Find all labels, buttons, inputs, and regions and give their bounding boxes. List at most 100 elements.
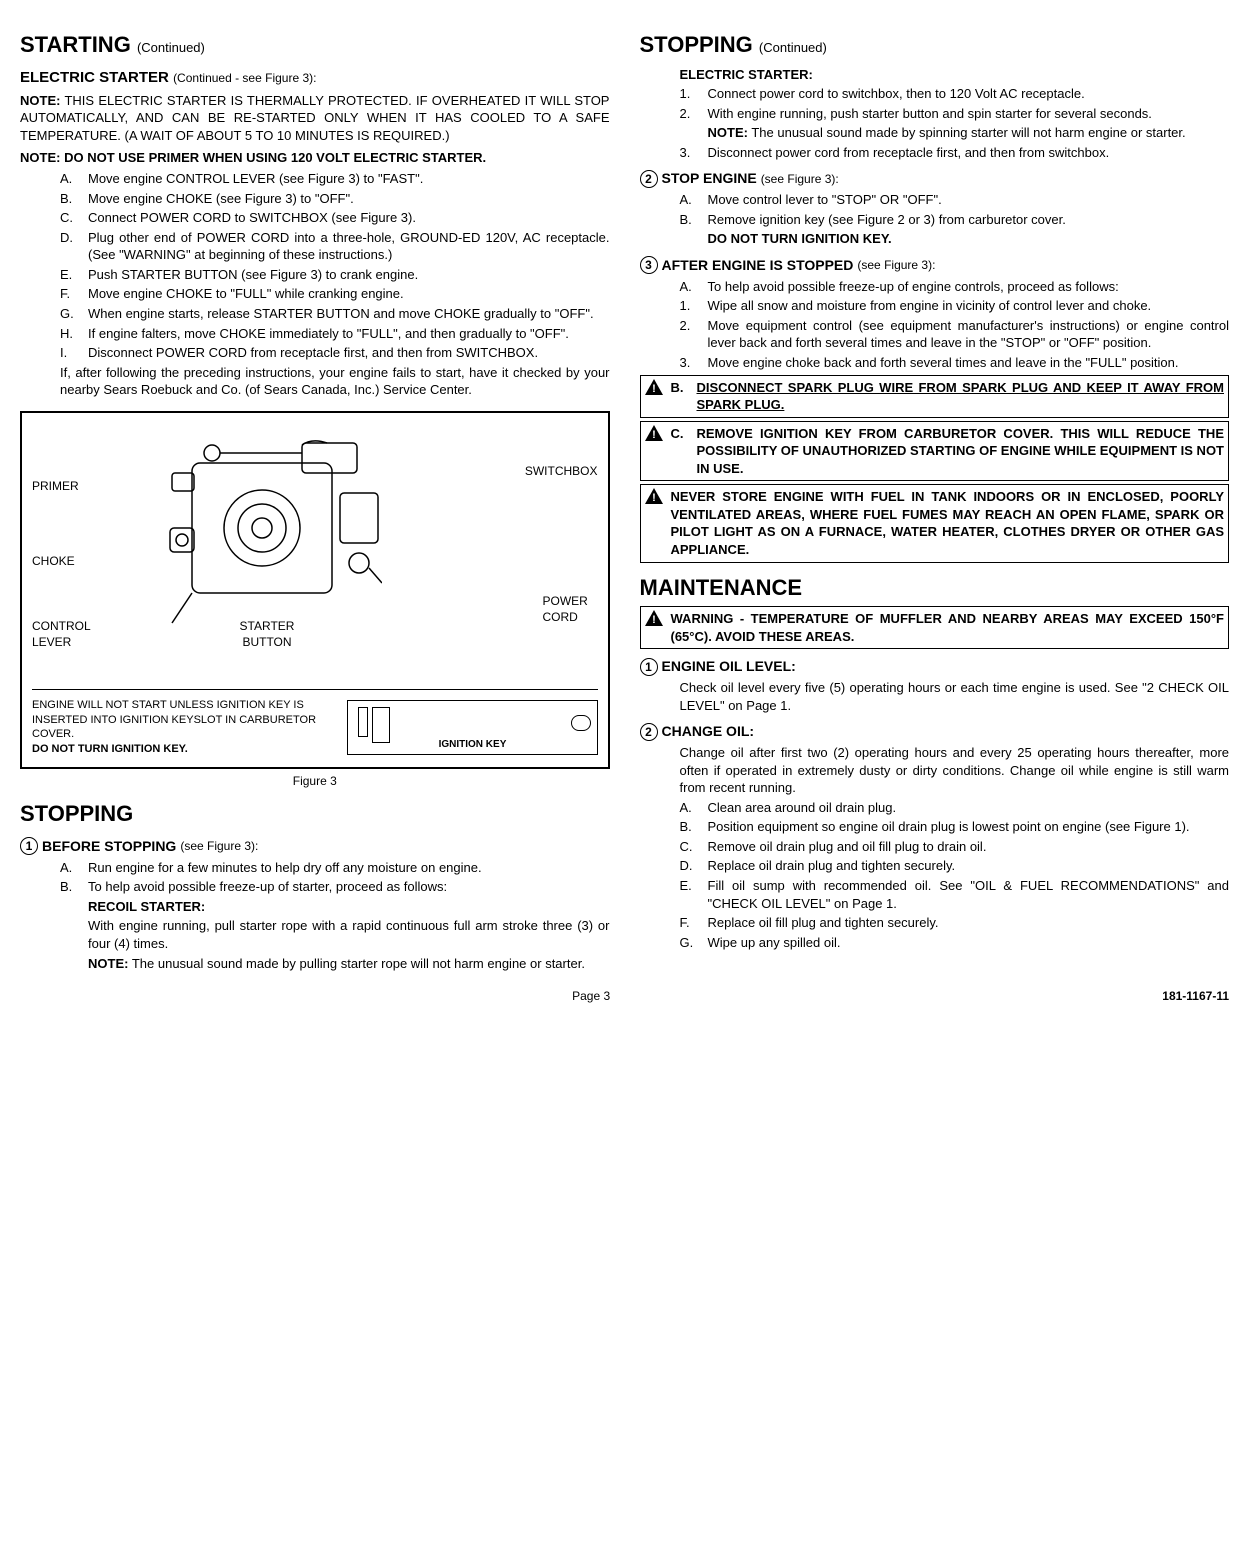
note-text: The unusual sound made by spinning start… — [751, 125, 1185, 140]
warning-icon: ! — [645, 488, 665, 509]
step-number-icon: 3 — [640, 256, 658, 274]
heading-electric-starter: ELECTRIC STARTER (Continued - see Figure… — [20, 68, 610, 88]
warning-text: REMOVE IGNITION KEY FROM CARBURETOR COVE… — [697, 425, 1225, 478]
list-item: C. Remove oil drain plug and oil fill plu… — [680, 838, 1230, 856]
figure-drawing: PRIMER SWITCHBOX CHOKE CONTROL LEVER STA… — [32, 423, 598, 683]
list-item: H. If engine falters, move CHOKE immediat… — [60, 325, 610, 343]
item-text: Connect power cord to switchbox, then to… — [708, 85, 1085, 103]
item-marker: A. — [60, 859, 78, 877]
item-text: Wipe all snow and moisture from engine i… — [708, 297, 1152, 315]
item-text: Push STARTER BUTTON (see Figure 3) to cr… — [88, 266, 418, 284]
callout-control-lever: CONTROL LEVER — [32, 618, 102, 650]
item-text: Disconnect power cord from receptacle fi… — [708, 144, 1110, 162]
item-text: Replace oil fill plug and tighten secure… — [708, 914, 939, 932]
item-text: Move engine CHOKE to "FULL" while cranki… — [88, 285, 404, 303]
page: STARTING (Continued) ELECTRIC STARTER (C… — [20, 20, 1229, 974]
svg-text:!: ! — [652, 614, 656, 626]
heading-stopping: STOPPING — [20, 799, 610, 829]
item-text: Remove ignition key (see Figure 2 or 3) … — [708, 211, 1066, 229]
list-item: 2.With engine running, push starter butt… — [680, 105, 1230, 123]
engine-illustration — [152, 433, 382, 633]
figure-bottom-row: ENGINE WILL NOT START UNLESS IGNITION KE… — [32, 689, 598, 757]
page-number: Page 3 — [572, 988, 610, 1004]
item-text: Wipe up any spilled oil. — [708, 934, 841, 952]
callout-primer: PRIMER — [32, 478, 79, 494]
warning-ignition-key: ! C. REMOVE IGNITION KEY FROM CARBURETOR… — [640, 421, 1230, 482]
heading-starting-cont: (Continued) — [137, 40, 205, 55]
note-thermal: NOTE: THIS ELECTRIC STARTER IS THERMALLY… — [20, 92, 610, 145]
warning-icon: ! — [645, 610, 665, 631]
list-item: A.Move engine CONTROL LEVER (see Figure … — [60, 170, 610, 188]
item-marker: 2. — [680, 317, 698, 352]
note-text: The unusual sound made by pulling starte… — [132, 956, 585, 971]
figure-bottom-text: ENGINE WILL NOT START UNLESS IGNITION KE… — [32, 698, 337, 757]
figure-3-label: Figure 3 — [20, 773, 610, 789]
list-item: B. Move engine CHOKE (see Figure 3) to "O… — [60, 190, 610, 208]
item-marker: 2. — [680, 105, 698, 123]
item-text: Replace oil drain plug and tighten secur… — [708, 857, 956, 875]
list-item: C.Connect POWER CORD to SWITCHBOX (see F… — [60, 209, 610, 227]
item-text: If engine falters, move CHOKE immediatel… — [88, 325, 569, 343]
before-stopping-steps: A.Run engine for a few minutes to help d… — [20, 859, 610, 896]
heading-before-stopping: 1 BEFORE STOPPING (see Figure 3): — [20, 837, 610, 856]
recoil-text: With engine running, pull starter rope w… — [88, 917, 610, 952]
heading-text: STOP ENGINE — [662, 169, 757, 188]
svg-text:!: ! — [652, 383, 656, 395]
heading-maintenance: MAINTENANCE — [640, 573, 1230, 603]
list-item: G.Wipe up any spilled oil. — [680, 934, 1230, 952]
list-item: D.Plug other end of POWER CORD into a th… — [60, 229, 610, 264]
heading-cont: (Continued) — [759, 40, 827, 55]
electric-starter-r-steps: 1. Connect power cord to switchbox, then … — [640, 85, 1230, 122]
item-marker: B. — [671, 379, 691, 397]
item-marker: 3. — [680, 144, 698, 162]
note-no-primer: NOTE: DO NOT USE PRIMER WHEN USING 120 V… — [20, 149, 610, 167]
list-item: B.To help avoid possible freeze-up of st… — [60, 878, 610, 896]
item-marker: C. — [60, 209, 78, 227]
key-tag — [372, 707, 390, 743]
heading-engine-oil: 1 ENGINE OIL LEVEL: — [640, 657, 1230, 676]
change-oil-steps: A.Clean area around oil drain plug. B.Po… — [640, 799, 1230, 951]
list-item: I.Disconnect POWER CORD from receptacle … — [60, 344, 610, 362]
step-number-icon: 2 — [640, 170, 658, 188]
warning-text: DISCONNECT SPARK PLUG WIRE FROM SPARK PL… — [697, 379, 1225, 414]
item-text: Move engine choke back and forth several… — [708, 354, 1179, 372]
note-label: NOTE: — [20, 150, 60, 165]
note-text: DO NOT USE PRIMER WHEN USING 120 VOLT EL… — [64, 150, 486, 165]
item-marker: 1. — [680, 85, 698, 103]
key-ring — [571, 715, 591, 731]
callout-starter-button: STARTER BUTTON — [232, 618, 302, 650]
heading-cont: (see Figure 3): — [180, 838, 258, 854]
heading-text: BEFORE STOPPING — [42, 837, 176, 856]
item-text: Remove oil drain plug and oil fill plug … — [708, 838, 987, 856]
item-text: To help avoid possible freeze-up of engi… — [708, 278, 1119, 296]
item-text: Move control lever to "STOP" OR "OFF". — [708, 191, 942, 209]
ignition-key-label: IGNITION KEY — [439, 738, 507, 752]
left-column: STARTING (Continued) ELECTRIC STARTER (C… — [20, 20, 610, 974]
heading-change-oil: 2 CHANGE OIL: — [640, 722, 1230, 741]
item-marker: B. — [60, 190, 78, 208]
item-marker: D. — [680, 857, 698, 875]
list-item: 1.Wipe all snow and moisture from engine… — [680, 297, 1230, 315]
note-text: THIS ELECTRIC STARTER IS THERMALLY PROTE… — [20, 93, 610, 143]
heading-text: STOPPING — [640, 32, 753, 57]
list-item: A. Move control lever to "STOP" OR "OFF". — [680, 191, 1230, 209]
heading-starting: STARTING (Continued) — [20, 30, 610, 60]
heading-text: ENGINE OIL LEVEL: — [662, 657, 796, 676]
stop-engine-steps: A. Move control lever to "STOP" OR "OFF".… — [640, 191, 1230, 228]
item-text: Move engine CHOKE (see Figure 3) to "OFF… — [88, 190, 354, 208]
item-marker: F. — [680, 914, 698, 932]
step-number-icon: 1 — [20, 837, 38, 855]
recoil-block: RECOIL STARTER: With engine running, pul… — [20, 898, 610, 972]
figure-3: PRIMER SWITCHBOX CHOKE CONTROL LEVER STA… — [20, 411, 610, 769]
stop-engine-tail: DO NOT TURN IGNITION KEY. — [640, 230, 1230, 248]
step-number-icon: 2 — [640, 723, 658, 741]
electric-starter-r-steps2: 3. Disconnect power cord from receptacle … — [640, 144, 1230, 162]
item-text: Move engine CONTROL LEVER (see Figure 3)… — [88, 170, 423, 188]
item-marker: H. — [60, 325, 78, 343]
item-marker: C. — [680, 838, 698, 856]
list-item: D. Replace oil drain plug and tighten sec… — [680, 857, 1230, 875]
warning-text: WARNING - TEMPERATURE OF MUFFLER AND NEA… — [671, 610, 1225, 645]
item-marker: A. — [680, 191, 698, 209]
doc-code: 181-1167-11 — [1162, 988, 1229, 1004]
item-marker: D. — [60, 229, 78, 264]
